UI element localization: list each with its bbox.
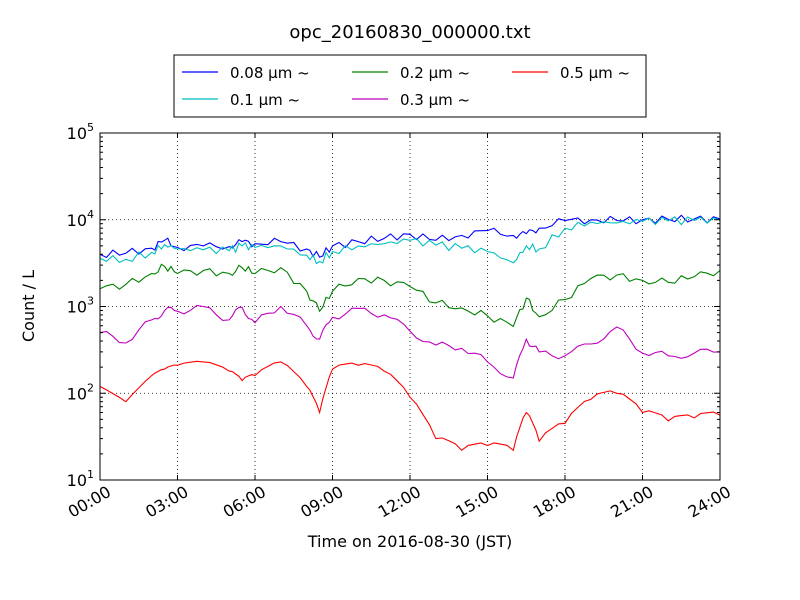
x-tick-label: 15:00	[452, 482, 501, 522]
legend-label: 0.08 μm ~	[230, 64, 310, 82]
chart-title: opc_20160830_000000.txt	[289, 22, 530, 43]
y-tick-label: 105	[67, 121, 94, 143]
x-tick-label: 24:00	[685, 482, 734, 522]
y-axis-label: Count / L	[19, 270, 38, 342]
y-tick-base: 10	[67, 471, 87, 490]
y-tick-exponent: 4	[87, 208, 94, 221]
y-tick-exponent: 5	[87, 121, 94, 134]
x-tick-label: 09:00	[297, 482, 346, 522]
series-line	[99, 216, 721, 265]
y-tick-label: 101	[67, 468, 94, 490]
y-tick-label: 103	[67, 295, 94, 317]
legend-label: 0.3 μm ~	[400, 91, 470, 109]
y-tick-exponent: 3	[87, 295, 94, 308]
legend: 0.08 μm ~ 0.1 μm ~ 0.2 μm ~ 0.3 μm ~ 0.5 μm …	[173, 54, 647, 118]
series-line	[99, 214, 721, 259]
legend-label: 0.1 μm ~	[230, 91, 300, 109]
y-tick-base: 10	[67, 211, 87, 230]
series-line	[99, 263, 721, 328]
x-axis-label: Time on 2016-08-30 (JST)	[307, 532, 512, 551]
y-tick-base: 10	[67, 298, 87, 317]
y-tick-base: 10	[67, 124, 87, 143]
x-tick-label: 06:00	[220, 482, 269, 522]
series-line	[99, 304, 721, 379]
x-tick-label: 03:00	[142, 482, 191, 522]
x-tick-label: 21:00	[607, 482, 656, 522]
series-line	[99, 360, 721, 452]
y-tick-exponent: 1	[87, 468, 94, 481]
y-tick-exponent: 2	[87, 381, 94, 394]
legend-label: 0.2 μm ~	[400, 64, 470, 82]
legend-box	[173, 54, 647, 118]
plot-area	[99, 132, 721, 481]
x-tick-label: 18:00	[530, 482, 579, 522]
legend-label: 0.5 μm ~	[560, 64, 630, 82]
y-tick-label: 102	[67, 381, 94, 403]
y-tick-label: 104	[67, 208, 94, 230]
y-tick-base: 10	[67, 384, 87, 403]
series-lines	[99, 214, 721, 452]
x-tick-label: 12:00	[375, 482, 424, 522]
